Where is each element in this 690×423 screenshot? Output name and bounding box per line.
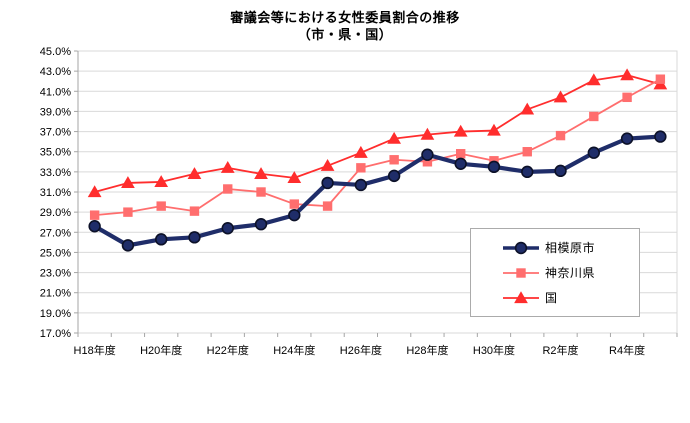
legend-label-sagamihara: 相模原市 xyxy=(545,241,596,255)
data-point-circle xyxy=(321,176,334,190)
y-axis-label: 43.0% xyxy=(40,66,71,78)
sagamihara-line-marker-icon xyxy=(503,241,539,254)
data-point-triangle xyxy=(520,102,535,115)
x-axis-label: H24年度 xyxy=(273,343,315,357)
y-axis-label: 39.0% xyxy=(40,106,71,118)
data-point-square xyxy=(289,199,300,209)
chart-title-line2: （市・県・国） xyxy=(297,27,393,42)
data-point-circle xyxy=(221,222,234,235)
data-point-square xyxy=(89,210,100,220)
data-point-circle xyxy=(454,157,467,171)
data-point-circle xyxy=(387,169,401,183)
x-axis-label: H26年度 xyxy=(340,343,382,357)
y-axis-label: 33.0% xyxy=(40,167,71,179)
kuni-line-marker-icon xyxy=(503,290,539,303)
data-point-circle xyxy=(514,241,528,254)
x-axis-label: H20年度 xyxy=(140,343,182,357)
data-point-circle xyxy=(254,218,268,231)
data-point-circle xyxy=(654,130,667,143)
data-point-circle xyxy=(620,132,634,145)
data-point-circle xyxy=(521,165,534,179)
kanagawa-line-marker-icon xyxy=(503,267,539,278)
data-point-square xyxy=(622,92,632,103)
data-point-square xyxy=(655,74,666,84)
chart-legend: 相模原市 神奈川県 国 xyxy=(470,228,640,317)
data-point-square xyxy=(522,147,532,157)
x-axis-label: R4年度 xyxy=(609,343,645,357)
data-point-circle xyxy=(487,160,501,174)
data-point-square xyxy=(516,267,526,278)
y-axis-label: 25.0% xyxy=(40,247,71,259)
y-axis-label: 17.0% xyxy=(40,328,71,340)
legend-entry-kanagawa: 神奈川県 xyxy=(501,264,633,281)
data-point-triangle xyxy=(620,68,634,81)
data-point-circle xyxy=(121,239,135,252)
data-point-triangle xyxy=(453,124,468,137)
data-point-circle xyxy=(354,178,368,192)
x-axis-label: H28年度 xyxy=(406,343,448,357)
x-axis-label: H18年度 xyxy=(74,343,116,357)
data-point-square xyxy=(389,155,399,165)
data-point-square xyxy=(455,149,466,159)
data-point-circle xyxy=(88,220,101,233)
data-point-triangle xyxy=(420,127,435,140)
y-axis-label: 29.0% xyxy=(40,207,71,219)
legend-entry-sagamihara: 相模原市 xyxy=(501,239,633,256)
data-point-square xyxy=(555,130,566,141)
data-point-triangle xyxy=(387,131,402,144)
data-point-triangle xyxy=(220,161,235,173)
legend-label-kanagawa: 神奈川県 xyxy=(545,266,596,280)
y-axis-label: 19.0% xyxy=(40,308,71,320)
x-axis-label: R2年度 xyxy=(542,343,578,357)
data-point-triangle xyxy=(553,90,568,103)
chart-title: 審議会等における女性委員割合の推移 （市・県・国） xyxy=(0,9,690,43)
series-line-国 xyxy=(93,74,662,193)
data-point-circle xyxy=(421,148,434,161)
data-point-triangle xyxy=(586,73,601,86)
data-point-circle xyxy=(554,164,567,178)
data-point-triangle xyxy=(154,175,169,188)
x-axis-label: H30年度 xyxy=(473,343,515,357)
data-point-triangle xyxy=(487,123,501,136)
data-point-square xyxy=(123,207,133,217)
y-axis-label: 41.0% xyxy=(40,86,71,98)
data-point-square xyxy=(589,111,599,122)
data-point-triangle xyxy=(121,176,135,189)
data-point-square xyxy=(223,184,233,194)
data-point-square xyxy=(322,201,333,211)
data-point-triangle xyxy=(287,171,302,183)
data-point-circle xyxy=(587,146,601,159)
legend-entry-kuni: 国 xyxy=(501,289,633,306)
data-point-triangle xyxy=(353,145,368,158)
y-axis-label: 35.0% xyxy=(40,147,71,159)
data-point-triangle xyxy=(320,159,335,171)
x-axis-label: H22年度 xyxy=(207,343,249,357)
data-point-square xyxy=(356,163,366,173)
y-axis-label: 27.0% xyxy=(40,227,71,239)
data-point-triangle xyxy=(87,185,102,198)
data-point-circle xyxy=(154,233,168,246)
y-axis-label: 21.0% xyxy=(40,288,71,300)
y-axis-label: 31.0% xyxy=(40,187,71,199)
data-point-triangle xyxy=(187,167,202,179)
series-line-神奈川県 xyxy=(93,78,662,217)
data-point-triangle xyxy=(254,167,268,179)
data-point-circle xyxy=(188,231,201,244)
data-point-square xyxy=(156,201,166,211)
data-point-circle xyxy=(288,208,301,222)
legend-label-kuni: 国 xyxy=(545,291,558,305)
y-axis-label: 45.0% xyxy=(40,46,71,58)
data-point-square xyxy=(256,187,266,197)
y-axis-label: 37.0% xyxy=(40,127,71,139)
y-axis-label: 23.0% xyxy=(40,268,71,280)
chart-title-line1: 審議会等における女性委員割合の推移 xyxy=(230,10,460,25)
data-point-square xyxy=(189,206,200,216)
data-point-triangle xyxy=(514,290,528,303)
